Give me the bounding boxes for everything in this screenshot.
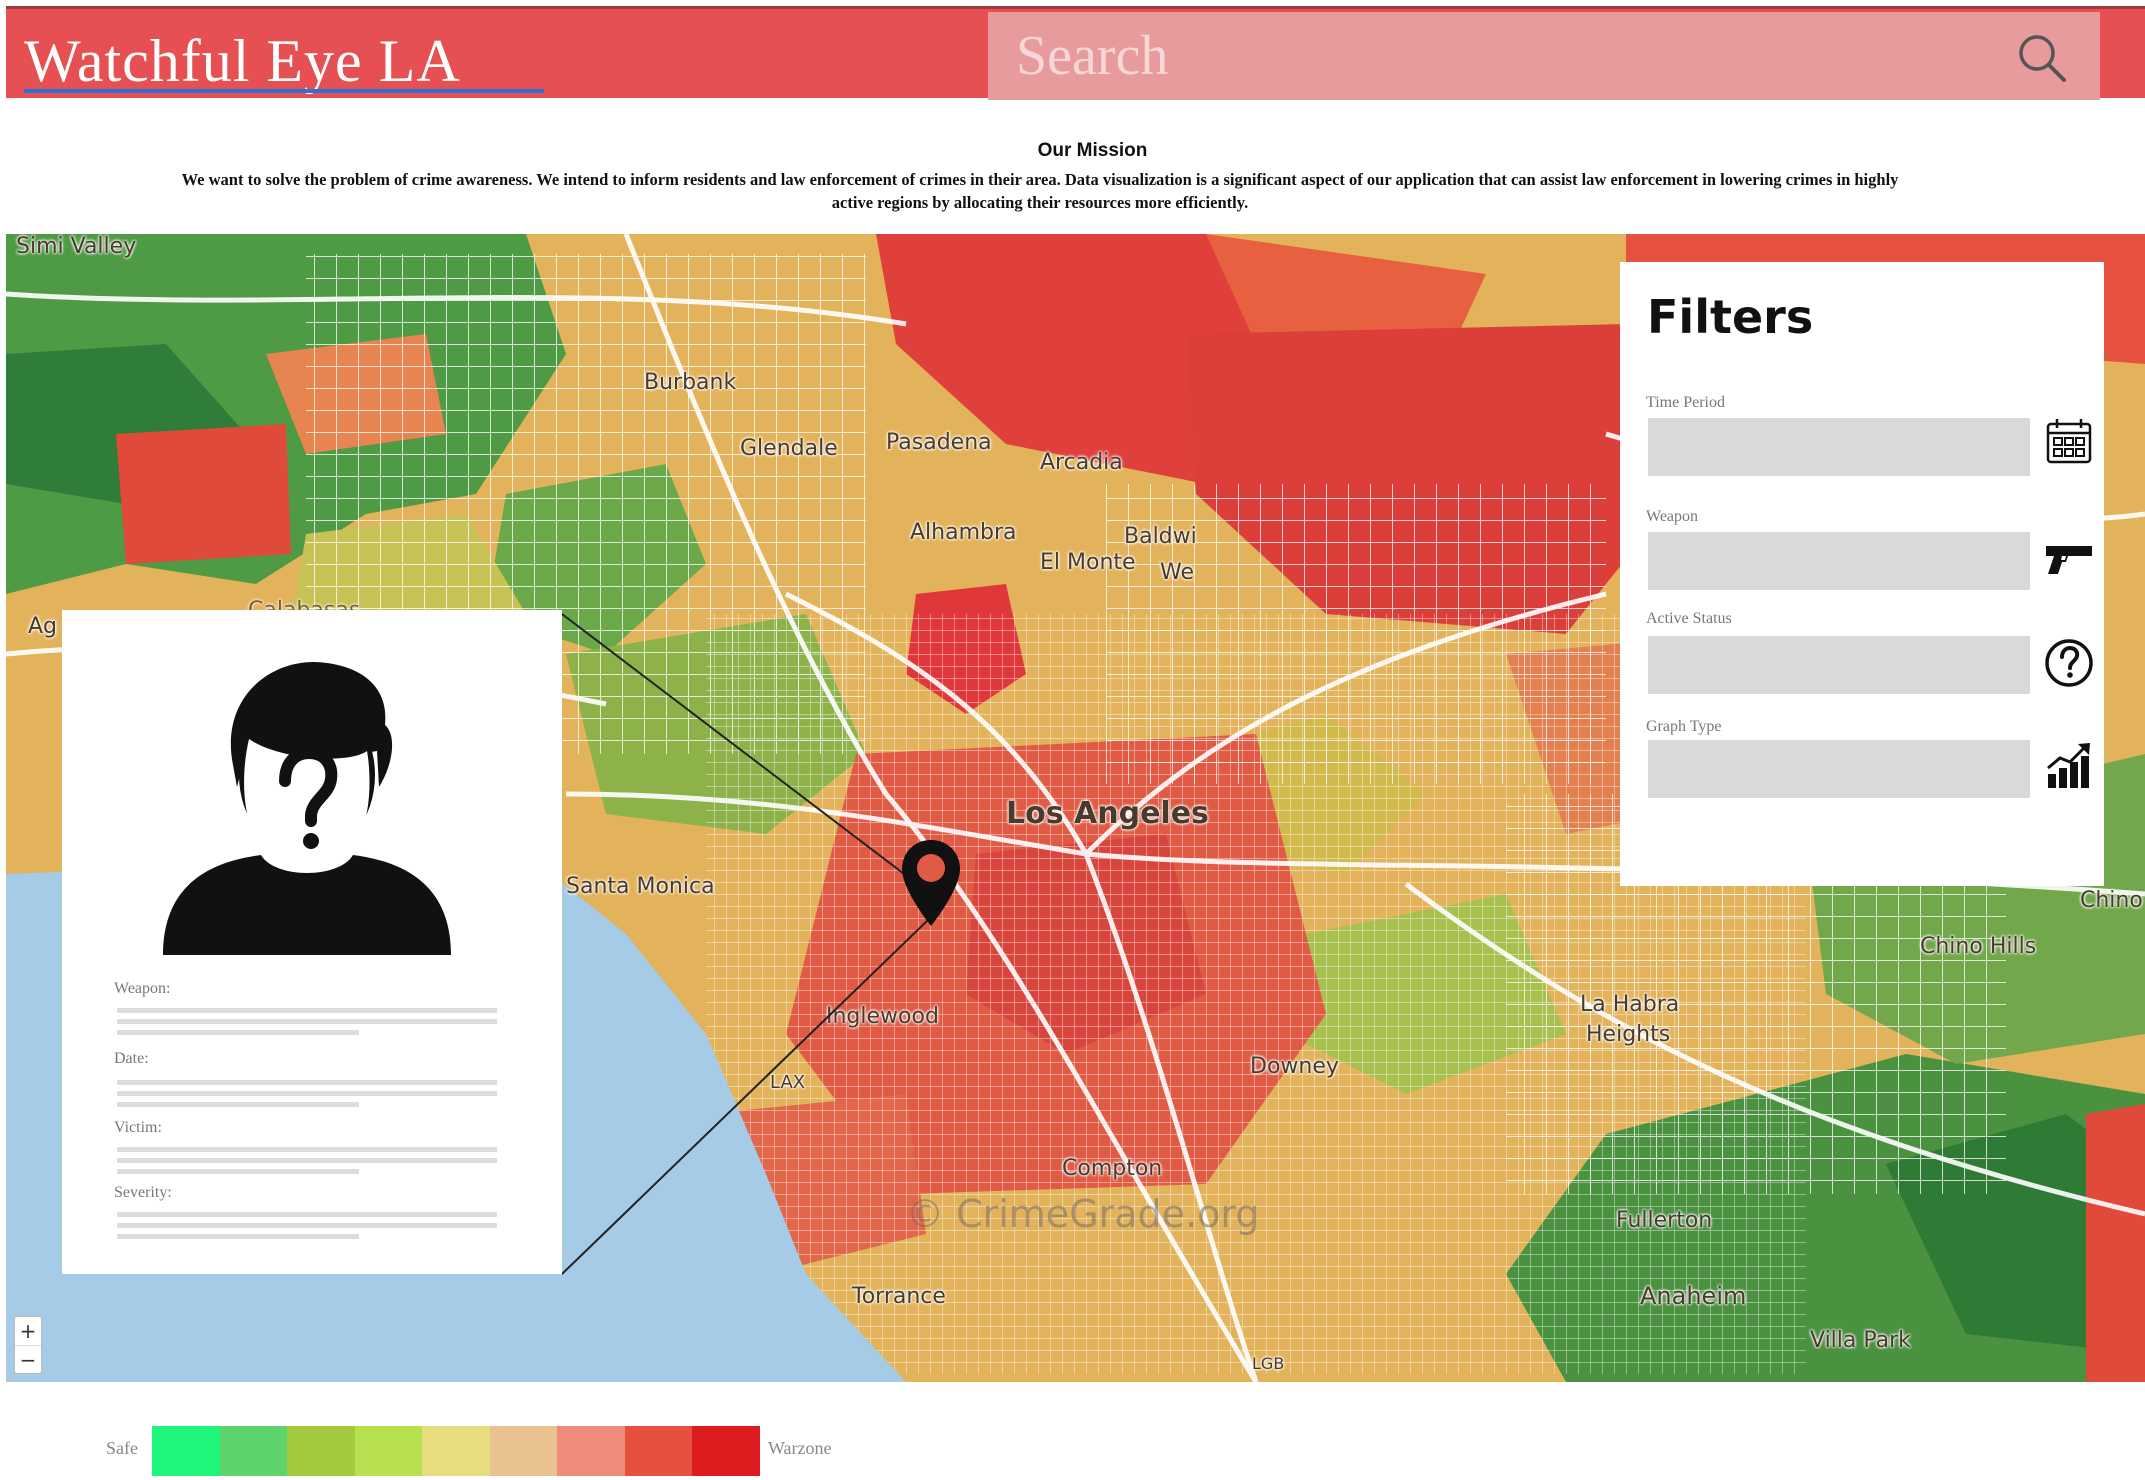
city-label: Fullerton: [1616, 1208, 1713, 1233]
time-period-input[interactable]: [1648, 418, 2030, 476]
placeholder-line: [117, 1080, 497, 1085]
filter-label-active-status: Active Status: [1646, 610, 1732, 627]
placeholder-line: [117, 1091, 497, 1096]
search-input[interactable]: [988, 12, 2018, 100]
city-label: Glendale: [740, 436, 838, 461]
mission-text: We want to solve the problem of crime aw…: [181, 170, 1899, 212]
weapon-input[interactable]: [1648, 532, 2030, 590]
legend-swatch: [152, 1426, 220, 1476]
zoom-in-button[interactable]: +: [19, 1319, 37, 1343]
field-label: Date:: [114, 1050, 149, 1067]
filters-title: Filters: [1647, 290, 1814, 344]
filter-label-graph-type: Graph Type: [1646, 718, 1722, 735]
city-label: Villa Park: [1810, 1328, 1911, 1353]
city-label: Chino Hills: [1920, 934, 2037, 959]
field-date: Date:: [114, 1050, 514, 1107]
legend-swatch: [354, 1426, 422, 1476]
legend-swatch: [422, 1426, 490, 1476]
legend-warzone-label: Warzone: [768, 1438, 832, 1458]
filter-label-weapon: Weapon: [1646, 508, 1699, 525]
gun-icon[interactable]: [2044, 534, 2094, 584]
placeholder-line: [117, 1169, 359, 1174]
placeholder-line: [117, 1223, 497, 1228]
placeholder-line: [117, 1158, 497, 1163]
question-circle-icon[interactable]: [2044, 638, 2094, 688]
city-label: Inglewood: [826, 1004, 939, 1029]
legend-swatch: [624, 1426, 692, 1476]
brand-underline: [24, 89, 544, 93]
city-label: Simi Valley: [16, 234, 137, 259]
legend-swatch: [557, 1426, 625, 1476]
bar-chart-icon[interactable]: [2044, 740, 2094, 790]
field-label: Victim:: [114, 1119, 162, 1136]
map-watermark: © CrimeGrade.org: [906, 1192, 1260, 1236]
city-label: Anaheim: [1640, 1282, 1747, 1310]
active-status-input[interactable]: [1648, 636, 2030, 694]
placeholder-line: [117, 1008, 497, 1013]
graph-type-input[interactable]: [1648, 740, 2030, 798]
field-weapon: Weapon:: [114, 980, 514, 1035]
location-pin-icon[interactable]: [900, 838, 962, 928]
brand-title[interactable]: Watchful Eye LA: [24, 28, 461, 94]
city-label: Alhambra: [910, 520, 1017, 545]
placeholder-line: [117, 1102, 359, 1107]
city-label: Arcadia: [1040, 450, 1123, 475]
city-label: Torrance: [852, 1284, 946, 1309]
city-label: Ag: [28, 614, 58, 639]
legend-swatch: [219, 1426, 287, 1476]
legend-swatch: [489, 1426, 557, 1476]
city-label: Burbank: [644, 370, 737, 395]
city-label: Pasadena: [886, 430, 992, 455]
city-label: Compton: [1062, 1156, 1163, 1181]
top-navbar: Watchful Eye LA: [6, 6, 2145, 100]
placeholder-line: [117, 1147, 497, 1152]
city-label-los-angeles: Los Angeles: [1006, 796, 1209, 831]
search-icon[interactable]: [2014, 30, 2070, 86]
legend-swatch: [287, 1426, 355, 1476]
field-label: Weapon:: [114, 980, 171, 997]
legend-swatch: [692, 1426, 760, 1476]
placeholder-line: [117, 1030, 359, 1035]
field-severity: Severity:: [114, 1184, 514, 1239]
placeholder-line: [117, 1212, 497, 1217]
unknown-person-icon: [163, 661, 451, 955]
city-label: LAX: [770, 1072, 806, 1093]
city-label: Downey: [1250, 1054, 1339, 1079]
city-label: Chino: [2080, 888, 2143, 913]
zoom-out-button[interactable]: −: [15, 1345, 41, 1373]
placeholder-line: [117, 1234, 359, 1239]
legend-safe-label: Safe: [106, 1438, 138, 1458]
zoom-control: + −: [14, 1316, 42, 1374]
city-label: Baldwi: [1124, 524, 1197, 549]
field-victim: Victim:: [114, 1119, 514, 1174]
city-label: La Habra: [1580, 992, 1680, 1017]
city-label: Santa Monica: [566, 874, 715, 899]
city-label: Heights: [1586, 1022, 1671, 1047]
search-bar: [988, 12, 2100, 100]
placeholder-line: [117, 1019, 497, 1024]
calendar-icon[interactable]: [2044, 416, 2094, 466]
field-label: Severity:: [114, 1184, 172, 1201]
mission-title: Our Mission: [1037, 140, 1148, 161]
incident-detail-card: Weapon: Date: Victim: Severity:: [62, 610, 562, 1274]
city-label: LGB: [1252, 1354, 1285, 1373]
severity-legend: [152, 1426, 760, 1476]
filters-panel: Filters Time Period Weapon Active Status…: [1620, 262, 2104, 886]
city-label: We: [1160, 560, 1194, 585]
city-label: El Monte: [1040, 550, 1136, 575]
filter-label-time-period: Time Period: [1646, 394, 1725, 411]
